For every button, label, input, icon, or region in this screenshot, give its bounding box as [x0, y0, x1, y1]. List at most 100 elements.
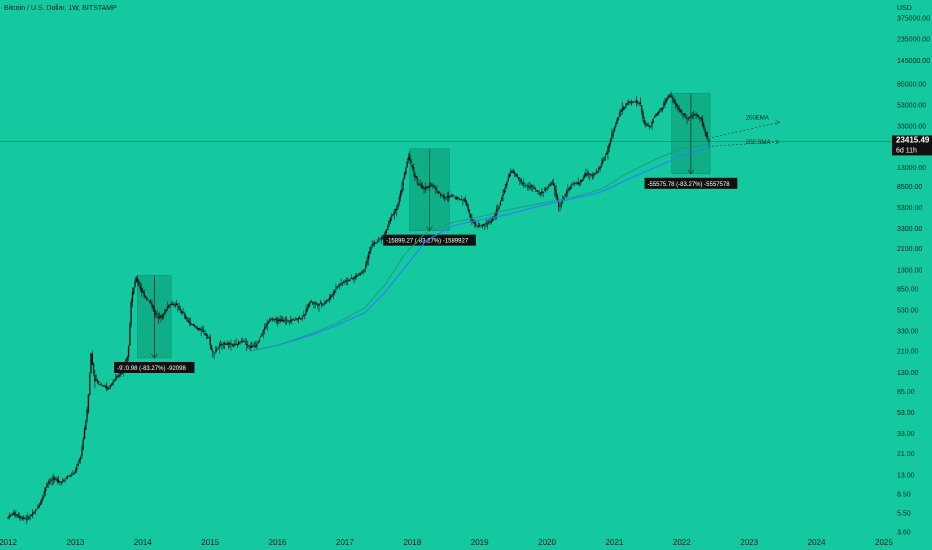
- y-tick-label: 21.00: [897, 451, 915, 458]
- candle-body: [700, 117, 702, 120]
- candle-body: [199, 328, 201, 330]
- candle-body: [679, 109, 682, 112]
- candle-body: [104, 386, 106, 388]
- candle-body: [600, 163, 603, 167]
- price-series: [7, 91, 710, 525]
- candle-body: [635, 100, 638, 103]
- candle-body: [126, 356, 128, 361]
- candle-body: [79, 457, 82, 460]
- candle-body: [221, 344, 223, 345]
- candle-body: [366, 260, 368, 265]
- candle-body: [353, 276, 355, 280]
- candle-body: [596, 170, 599, 172]
- candle-body: [307, 303, 310, 308]
- candle-body: [83, 428, 86, 439]
- candle-body: [386, 225, 389, 230]
- candle-body: [415, 176, 417, 179]
- candle-body: [665, 98, 667, 103]
- candle-body: [441, 195, 443, 196]
- candle-body: [278, 319, 280, 321]
- candle-body: [694, 114, 696, 116]
- candle-body: [491, 218, 494, 222]
- y-tick-label: 3300.00: [897, 226, 922, 233]
- candle-body: [72, 473, 74, 475]
- candle-body: [63, 480, 65, 481]
- candle-body: [517, 177, 520, 179]
- candle-body: [238, 342, 240, 344]
- candle-body: [533, 187, 535, 189]
- candle-body: [375, 242, 377, 244]
- candle-body: [314, 302, 316, 304]
- candle-body: [552, 182, 555, 186]
- candle-body: [206, 337, 209, 338]
- candle-body: [170, 304, 173, 305]
- candle-body: [497, 208, 499, 211]
- candle-body: [96, 380, 99, 383]
- candle-body: [195, 326, 197, 328]
- candle-body: [627, 101, 630, 103]
- candle-body: [86, 409, 88, 421]
- candle-body: [225, 343, 227, 345]
- candle-body: [247, 344, 249, 346]
- candle-body: [157, 316, 160, 318]
- candle-body: [182, 311, 184, 314]
- candle-body: [463, 199, 465, 201]
- candle-body: [304, 314, 306, 316]
- candle-body: [235, 343, 237, 345]
- candle-body: [687, 118, 689, 120]
- candle-body: [383, 235, 385, 237]
- drawdown-label-box: [383, 234, 476, 246]
- candle-body: [660, 108, 662, 112]
- candle-body: [324, 302, 327, 304]
- candle-body: [346, 280, 349, 282]
- y-tick-label: 3.60: [897, 530, 911, 537]
- candle-body: [556, 195, 559, 201]
- candle-body: [200, 329, 202, 331]
- candle-body: [69, 474, 71, 476]
- candle-body: [592, 174, 595, 177]
- candle-body: [433, 185, 436, 188]
- candle-body: [657, 111, 660, 114]
- candle-body: [473, 221, 476, 224]
- candle-body: [111, 383, 113, 386]
- candle-body: [74, 469, 77, 473]
- candle-body: [291, 319, 293, 321]
- y-tick-label: 145000.00: [897, 58, 930, 65]
- candle-body: [341, 283, 344, 285]
- candle-body: [424, 187, 426, 190]
- y-tick-label: 2100.00: [897, 246, 922, 253]
- candle-body: [33, 512, 35, 514]
- candle-body: [655, 113, 657, 116]
- candle-body: [288, 320, 290, 322]
- candle-body: [158, 316, 161, 318]
- candle-body: [234, 344, 236, 346]
- candle-body: [98, 381, 100, 383]
- candle-body: [271, 319, 274, 321]
- candle-body: [134, 280, 136, 287]
- candle-body: [392, 214, 394, 216]
- candle-body: [524, 185, 526, 186]
- candle-body: [543, 189, 546, 191]
- candle-body: [615, 123, 617, 127]
- candle-body: [418, 183, 420, 186]
- candle-body: [440, 193, 442, 196]
- candle-body: [319, 303, 322, 305]
- candle-body: [133, 287, 135, 294]
- candle-body: [215, 349, 218, 351]
- candle-body: [269, 318, 271, 322]
- candle-body: [697, 115, 700, 118]
- candle-body: [420, 184, 423, 188]
- candle-body: [261, 332, 263, 336]
- candle-body: [209, 337, 211, 346]
- candle-body: [406, 161, 408, 168]
- candle-body: [471, 217, 473, 221]
- candle-body: [582, 177, 585, 180]
- candle-body: [613, 127, 616, 132]
- candle-body: [560, 201, 563, 207]
- candle-body: [445, 197, 447, 199]
- x-axis: 2012 2013 2014 2015 2016 2017 2018 2019 2020 2021…: [0, 538, 893, 547]
- candle-body: [577, 181, 579, 185]
- candle-body: [708, 139, 710, 142]
- candle-body: [249, 346, 252, 348]
